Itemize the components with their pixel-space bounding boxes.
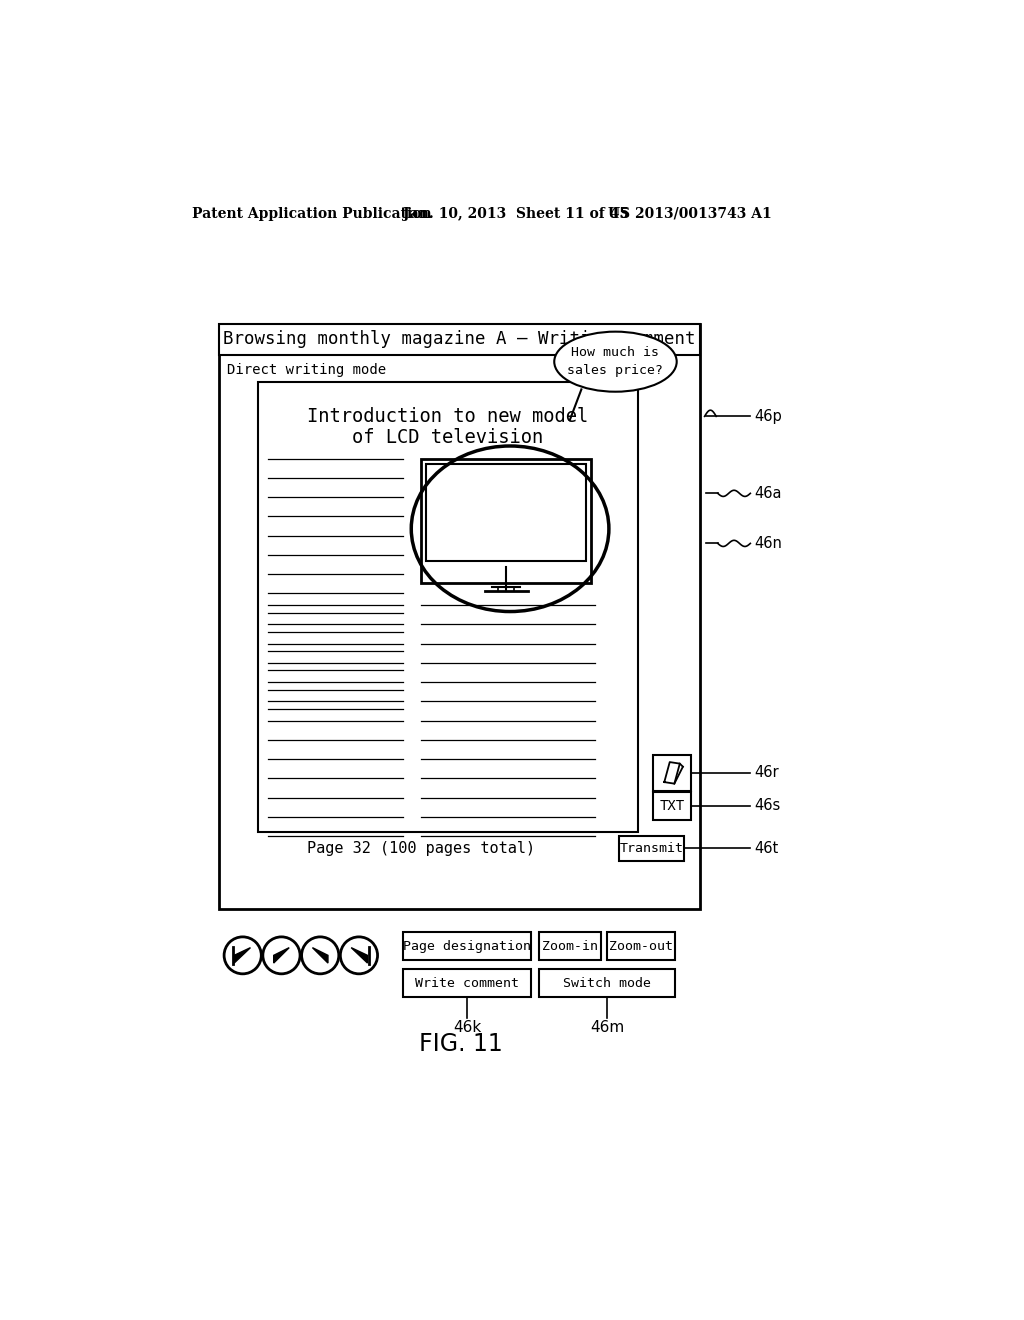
Text: 46r: 46r: [755, 766, 779, 780]
Text: of LCD television: of LCD television: [352, 428, 544, 446]
Text: 46a: 46a: [755, 486, 781, 500]
Bar: [219, 323, 700, 355]
Bar: [618, 836, 684, 861]
Text: Browsing monthly magazine A – Writing comment: Browsing monthly magazine A – Writing co…: [223, 330, 696, 348]
Polygon shape: [312, 948, 328, 964]
Text: TXT: TXT: [659, 799, 685, 813]
Bar: [653, 755, 690, 791]
Bar: [426, 465, 586, 561]
Text: Patent Application Publication: Patent Application Publication: [191, 207, 431, 220]
Circle shape: [302, 937, 339, 974]
Polygon shape: [234, 948, 251, 964]
Bar: [653, 792, 690, 820]
Ellipse shape: [554, 331, 677, 392]
Bar: [421, 459, 592, 583]
Text: Jan. 10, 2013  Sheet 11 of 45: Jan. 10, 2013 Sheet 11 of 45: [403, 207, 629, 220]
Circle shape: [224, 937, 261, 974]
Bar: [539, 969, 675, 997]
Bar: [403, 969, 531, 997]
Text: US 2013/0013743 A1: US 2013/0013743 A1: [608, 207, 772, 220]
Text: FIG. 11: FIG. 11: [420, 1032, 503, 1056]
Circle shape: [263, 937, 300, 974]
Text: Page 32 (100 pages total): Page 32 (100 pages total): [307, 841, 535, 855]
Text: 46k: 46k: [453, 1020, 481, 1035]
Bar: [607, 932, 675, 960]
Text: Zoom-out: Zoom-out: [609, 940, 673, 953]
Text: 46p: 46p: [755, 409, 782, 424]
Text: 46m: 46m: [590, 1020, 624, 1035]
Text: Switch mode: Switch mode: [563, 977, 651, 990]
Text: Direct writing mode: Direct writing mode: [227, 363, 386, 378]
Text: 46t: 46t: [755, 841, 778, 855]
Bar: [539, 932, 601, 960]
Text: Zoom-in: Zoom-in: [542, 940, 598, 953]
Bar: [403, 932, 531, 960]
Text: Introduction to new model: Introduction to new model: [307, 407, 589, 426]
Text: How much is
sales price?: How much is sales price?: [567, 346, 664, 378]
Bar: [258, 381, 638, 832]
Text: 46s: 46s: [755, 799, 780, 813]
Text: 46n: 46n: [755, 536, 782, 550]
Text: Transmit: Transmit: [620, 842, 683, 855]
Polygon shape: [351, 948, 368, 964]
Text: Write comment: Write comment: [415, 977, 519, 990]
Text: Page designation: Page designation: [403, 940, 531, 953]
Bar: [219, 323, 700, 909]
Circle shape: [340, 937, 378, 974]
Polygon shape: [273, 948, 289, 964]
